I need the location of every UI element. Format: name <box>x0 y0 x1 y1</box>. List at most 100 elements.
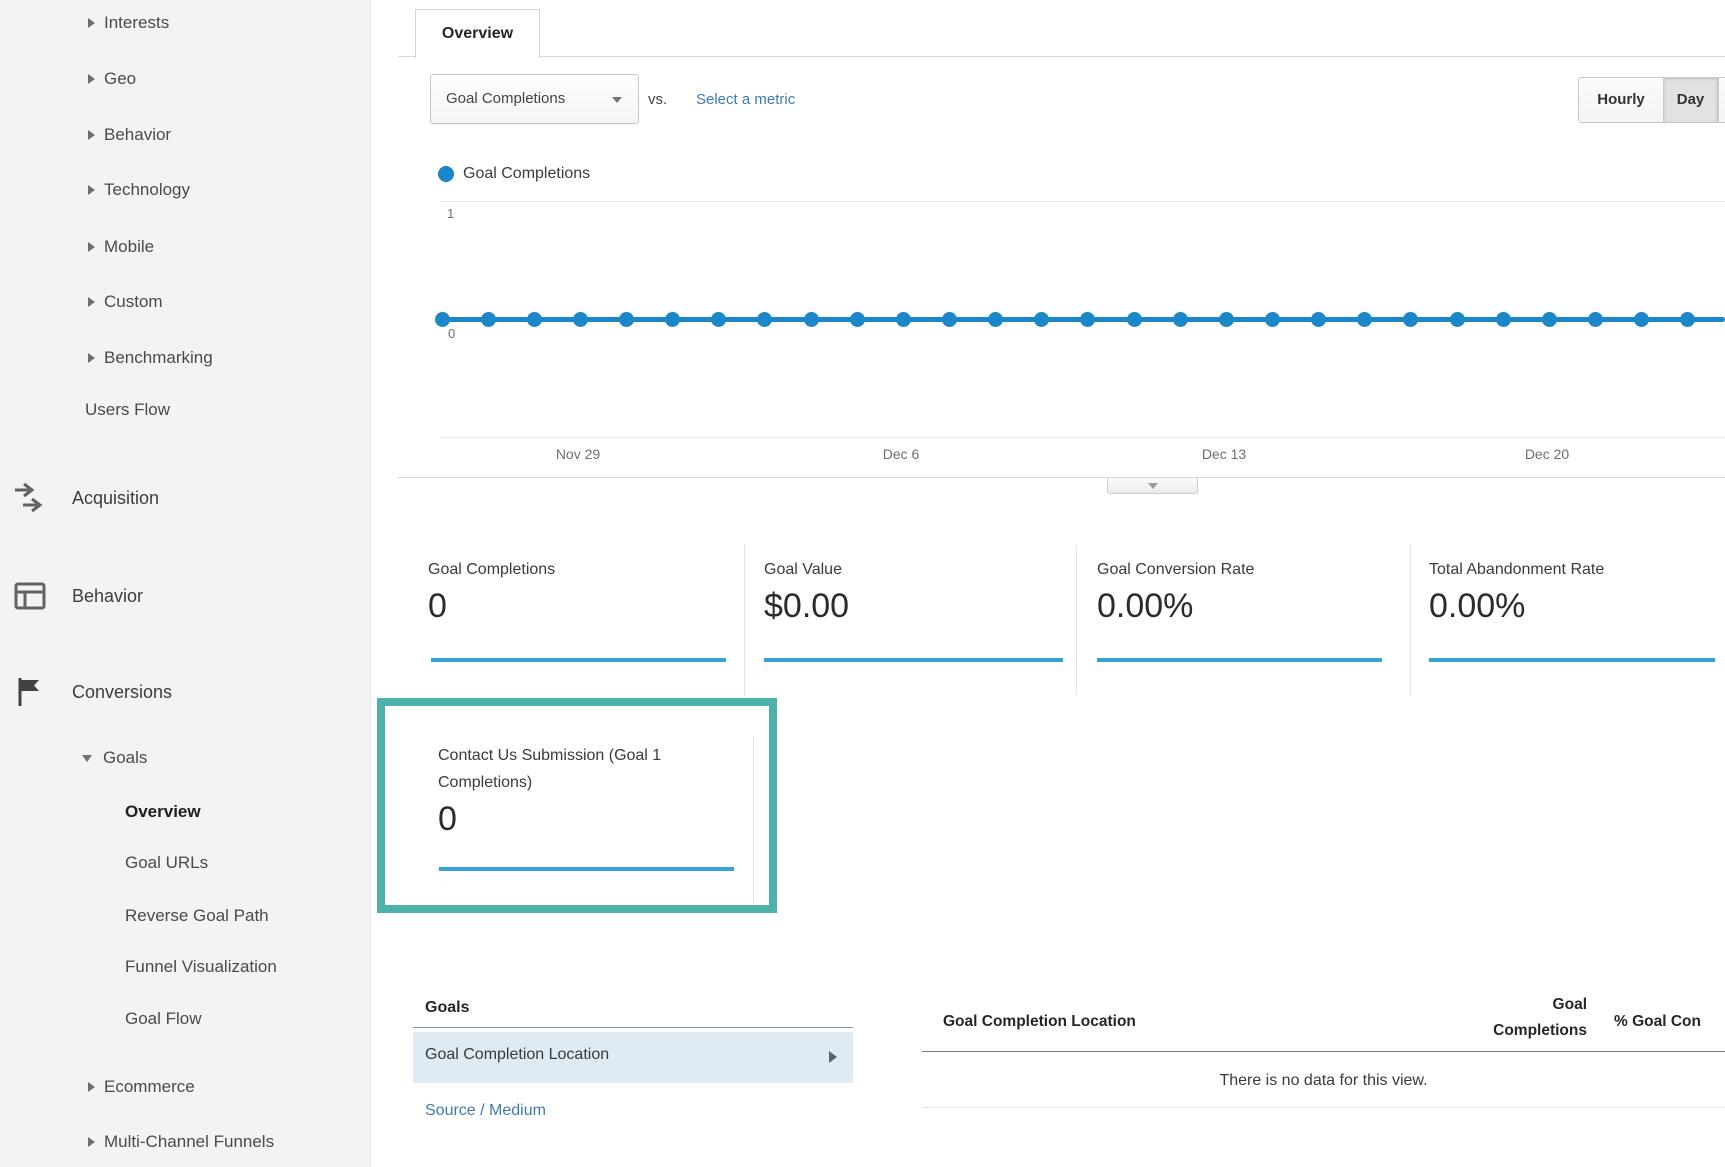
chart-collapse-handle[interactable] <box>1107 478 1198 494</box>
sidebar-item-goals[interactable]: Goals <box>103 748 148 767</box>
sparkline <box>1429 658 1715 662</box>
data-point[interactable] <box>665 312 681 327</box>
data-point[interactable] <box>619 312 635 327</box>
sidebar-item-ecommerce[interactable]: Ecommerce <box>104 1077 195 1096</box>
collapse-icon <box>82 755 92 762</box>
chevron-right-icon <box>829 1051 837 1063</box>
sidebar: Interests Geo Behavior Technology Mobile… <box>0 0 371 1167</box>
data-point[interactable] <box>572 312 588 327</box>
sidebar-item-benchmarking[interactable]: Benchmarking <box>104 348 213 367</box>
sidebar-item-behavior-report[interactable]: Behavior <box>104 125 172 144</box>
x-axis-tick: Dec 20 <box>1524 446 1570 462</box>
expand-icon <box>88 1137 95 1147</box>
select-metric-link[interactable]: Select a metric <box>696 91 796 108</box>
expand-icon <box>88 353 95 363</box>
chevron-down-icon <box>612 97 622 103</box>
sidebar-item-funnel-visualization[interactable]: Funnel Visualization <box>125 957 277 976</box>
data-point[interactable] <box>1265 312 1281 327</box>
metric-dropdown[interactable]: Goal Completions <box>430 74 639 124</box>
dimension-item-label: Goal Completion Location <box>425 1046 610 1063</box>
card-divider <box>1076 545 1077 695</box>
tab-overview[interactable]: Overview <box>415 9 540 58</box>
sidebar-item-mobile[interactable]: Mobile <box>104 237 155 256</box>
sparkline <box>439 867 734 871</box>
data-point[interactable] <box>1172 312 1188 327</box>
granularity-next-button-partial[interactable] <box>1718 77 1725 123</box>
metric-dropdown-value: Goal Completions <box>446 90 566 107</box>
data-point[interactable] <box>1403 312 1419 327</box>
scorecard-label: Goal Completions <box>428 561 556 578</box>
column-header-goal-completion-location[interactable]: Goal Completion Location <box>943 1013 1136 1030</box>
dimension-item-goal-completion-location[interactable]: Goal Completion Location <box>413 1032 853 1083</box>
sidebar-item-goal-flow[interactable]: Goal Flow <box>125 1009 202 1028</box>
data-point[interactable] <box>1126 312 1142 327</box>
scorecard-goal-value: Goal Value $0.00 <box>764 561 849 626</box>
sidebar-item-goal-urls[interactable]: Goal URLs <box>125 853 209 872</box>
sidebar-item-multi-channel-funnels[interactable]: Multi-Channel Funnels <box>104 1132 275 1151</box>
x-axis-tick: Nov 29 <box>555 446 601 462</box>
chevron-down-icon <box>1147 483 1158 489</box>
expand-icon <box>88 130 95 140</box>
card-divider <box>1410 545 1411 695</box>
data-point[interactable] <box>757 312 773 327</box>
expand-icon <box>88 242 95 252</box>
granularity-hourly-button[interactable]: Hourly <box>1578 77 1664 123</box>
data-point[interactable] <box>526 312 542 327</box>
sidebar-item-custom[interactable]: Custom <box>104 292 163 311</box>
sidebar-item-goals-overview[interactable]: Overview <box>125 802 201 821</box>
card-divider <box>753 737 754 903</box>
table-empty-message: There is no data for this view. <box>1219 1072 1428 1089</box>
y-axis-tick-1: 1 <box>447 206 455 221</box>
highlighted-scorecard-box: Contact Us Submission (Goal 1 Completion… <box>377 698 777 913</box>
data-point[interactable] <box>895 312 911 327</box>
data-point[interactable] <box>480 312 496 327</box>
data-point[interactable] <box>942 312 958 327</box>
data-point[interactable] <box>849 312 865 327</box>
data-point[interactable] <box>1218 312 1234 327</box>
sidebar-item-reverse-goal-path[interactable]: Reverse Goal Path <box>125 906 269 925</box>
sidebar-item-users-flow[interactable]: Users Flow <box>85 400 171 419</box>
data-point[interactable] <box>1495 312 1511 327</box>
expand-icon <box>88 185 95 195</box>
sidebar-section-behavior[interactable]: Behavior <box>72 586 144 606</box>
sidebar-item-technology[interactable]: Technology <box>104 180 191 199</box>
scorecard-label: Total Abandonment Rate <box>1429 561 1605 578</box>
axis-band-top-border <box>440 437 1725 438</box>
data-point[interactable] <box>1449 312 1465 327</box>
dimension-item-source-medium[interactable]: Source / Medium <box>425 1102 546 1119</box>
data-point[interactable] <box>1588 312 1603 327</box>
expand-icon <box>88 18 95 28</box>
data-point[interactable] <box>1680 312 1696 327</box>
column-header-goal-completions[interactable]: Goal Completions <box>1493 996 1587 1039</box>
sidebar-section-acquisition[interactable]: Acquisition <box>72 488 160 508</box>
legend-dot-icon <box>438 166 454 182</box>
data-point[interactable] <box>1357 312 1373 327</box>
x-axis-tick: Dec 13 <box>1201 446 1247 462</box>
data-point[interactable] <box>1311 312 1327 327</box>
data-point[interactable] <box>1080 312 1096 327</box>
data-point[interactable] <box>803 312 819 327</box>
scorecard-value: 0.00% <box>1097 587 1194 625</box>
sidebar-item-interests[interactable]: Interests <box>104 13 170 32</box>
data-point[interactable] <box>988 312 1004 327</box>
conversions-flag-icon <box>18 678 39 706</box>
data-point[interactable] <box>1541 312 1557 327</box>
expand-icon <box>88 1082 95 1092</box>
scorecard-value: 0 <box>428 587 447 625</box>
y-axis-tick-0: 0 <box>448 326 456 341</box>
highlighted-card-label: Contact Us Submission (Goal 1 Completion… <box>438 747 662 791</box>
data-point[interactable] <box>1634 312 1650 327</box>
gridline-top <box>440 201 1725 202</box>
sidebar-section-conversions[interactable]: Conversions <box>72 682 173 702</box>
granularity-day-button[interactable]: Day <box>1664 77 1718 123</box>
column-header-percent-goal-conversion[interactable]: % Goal Con <box>1614 1013 1701 1030</box>
scorecard-value: 0.00% <box>1429 587 1526 625</box>
data-point[interactable] <box>434 312 450 327</box>
scorecard-label: Goal Conversion Rate <box>1097 561 1255 578</box>
behavior-grid-icon <box>14 582 46 610</box>
data-point[interactable] <box>711 312 727 327</box>
sparkline <box>1097 658 1382 662</box>
sidebar-item-geo[interactable]: Geo <box>104 69 137 88</box>
highlighted-card-value: 0 <box>438 800 457 838</box>
data-point[interactable] <box>1034 312 1050 327</box>
